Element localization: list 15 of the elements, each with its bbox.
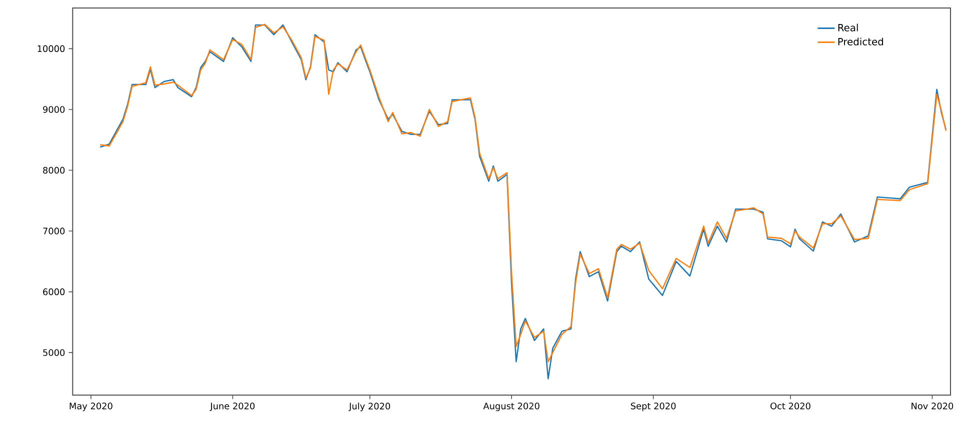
y-tick-label: 7000 bbox=[43, 228, 65, 234]
legend-label: Predicted bbox=[838, 38, 883, 46]
legend-label: Real bbox=[838, 24, 858, 32]
y-tick-label: 10000 bbox=[38, 45, 65, 52]
x-tick-label: Oct 2020 bbox=[770, 402, 810, 410]
x-tick-label: June 2020 bbox=[210, 402, 255, 412]
x-tick-label: Nov 2020 bbox=[912, 402, 954, 410]
y-tick-label: 6000 bbox=[43, 288, 65, 296]
y-tick-label: 5000 bbox=[43, 349, 65, 356]
y-tick-label: 8000 bbox=[43, 166, 65, 174]
x-tick-label: August 2020 bbox=[483, 402, 540, 412]
x-tick-label: May 2020 bbox=[70, 402, 112, 412]
x-tick-label: July 2020 bbox=[348, 402, 390, 412]
y-tick-label: 9000 bbox=[43, 106, 65, 113]
x-tick-label: Sept 2020 bbox=[630, 402, 676, 412]
